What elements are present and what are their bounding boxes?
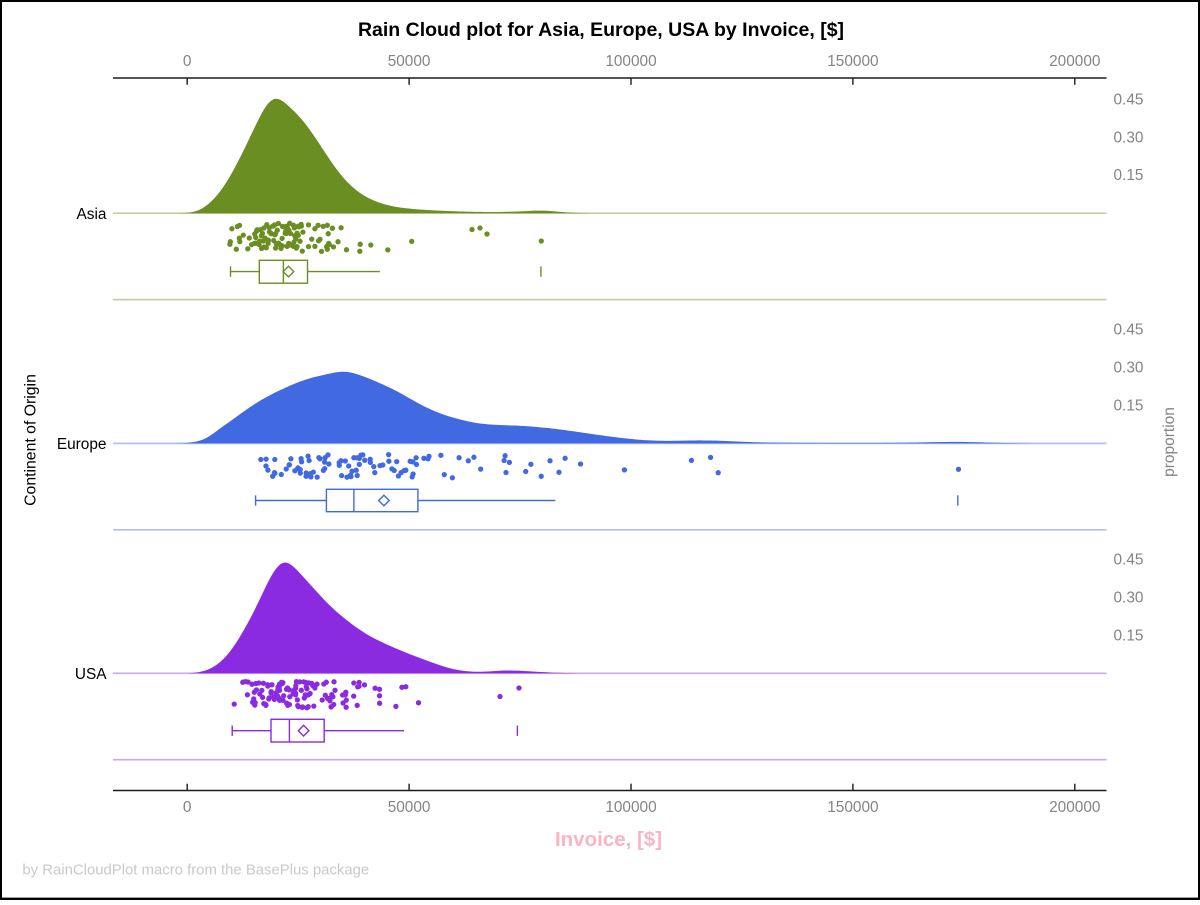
svg-text:0.15: 0.15 (1114, 167, 1144, 184)
svg-text:200000: 200000 (1049, 53, 1100, 70)
svg-text:Continent of Origin: Continent of Origin (23, 374, 40, 506)
svg-text:Europe: Europe (57, 436, 107, 453)
svg-text:0.15: 0.15 (1114, 397, 1144, 414)
svg-text:0: 0 (183, 53, 192, 70)
svg-text:0.45: 0.45 (1114, 91, 1144, 108)
svg-text:USA: USA (75, 666, 107, 683)
svg-text:50000: 50000 (388, 799, 431, 816)
svg-text:Rain Cloud plot for Asia, Euro: Rain Cloud plot for Asia, Europe, USA by… (358, 19, 844, 41)
svg-text:50000: 50000 (388, 53, 431, 70)
svg-text:0.45: 0.45 (1114, 322, 1144, 339)
svg-text:100000: 100000 (605, 799, 656, 816)
svg-text:0.30: 0.30 (1114, 360, 1144, 377)
svg-text:150000: 150000 (827, 53, 878, 70)
svg-text:Invoice, [$]: Invoice, [$] (555, 828, 662, 851)
svg-text:proportion: proportion (1161, 407, 1178, 477)
svg-text:0.45: 0.45 (1114, 552, 1144, 569)
svg-text:by RainCloudPlot macro from th: by RainCloudPlot macro from the BasePlus… (22, 863, 369, 879)
svg-text:200000: 200000 (1049, 799, 1100, 816)
svg-text:150000: 150000 (827, 799, 878, 816)
svg-text:0.30: 0.30 (1114, 589, 1144, 606)
svg-text:100000: 100000 (605, 53, 656, 70)
svg-text:0.30: 0.30 (1114, 129, 1144, 146)
svg-text:Asia: Asia (77, 206, 107, 223)
svg-text:0: 0 (183, 799, 192, 816)
svg-text:0.15: 0.15 (1114, 627, 1144, 644)
